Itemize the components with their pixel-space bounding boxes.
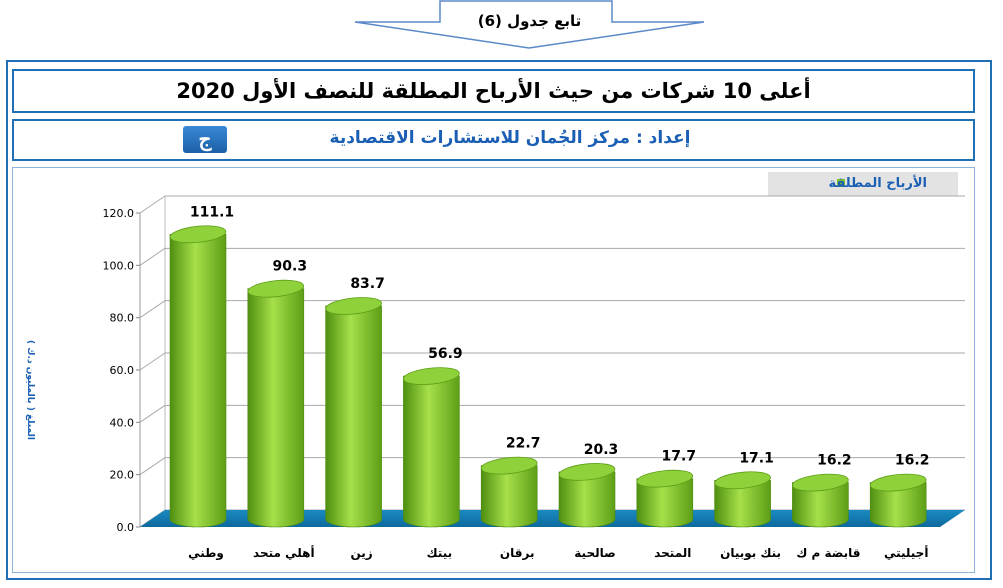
bar (247, 288, 305, 528)
bar-group (636, 469, 694, 528)
bar (714, 479, 771, 528)
data-label: 90.3 (273, 259, 308, 275)
data-label: 17.7 (662, 449, 697, 465)
legend (768, 172, 958, 196)
x-tick-label: بيتك (427, 546, 452, 560)
credit-text: إعداد : مركز الجُمان للاستشارات الاقتصاد… (329, 128, 691, 148)
bar (792, 482, 849, 528)
bar (403, 375, 460, 528)
bar-top (636, 469, 694, 488)
gridline-side (139, 352, 166, 371)
x-tick-label: قابضة م ك (796, 546, 860, 561)
data-label: 20.3 (584, 442, 619, 458)
data-label: 83.7 (350, 276, 385, 292)
continuation-label: تابع جدول (6) (477, 12, 582, 30)
legend-label: الأرباح المطلقة (828, 176, 927, 191)
bar (325, 305, 382, 528)
credit-box (12, 119, 975, 161)
x-tick-label: أجيليتي (884, 545, 929, 560)
y-tick-label: 60.0 (110, 364, 135, 377)
data-label: 22.7 (506, 436, 541, 452)
legend-swatch (837, 179, 845, 187)
data-label: 16.2 (895, 453, 930, 469)
logo-icon: ج (183, 126, 227, 153)
x-tick-label: برقان (500, 546, 535, 560)
x-tick-label: صالحية (574, 546, 615, 560)
x-tick-label: أهلي متحد (253, 545, 315, 560)
x-tick-label: المتحد (654, 546, 691, 560)
bar (169, 233, 227, 528)
bar-top (792, 473, 849, 492)
bar-top (247, 279, 305, 298)
bar (558, 471, 616, 528)
x-tick-label: وطني (188, 546, 224, 561)
gridline-side (139, 300, 166, 319)
continuation-arrow (354, 0, 705, 49)
x-tick-label: بنك بوبيان (720, 546, 781, 561)
y-tick-label: 20.0 (110, 469, 135, 482)
bar-group (169, 225, 227, 528)
y-tick-label: 0.0 (117, 521, 135, 534)
y-tick-label: 120.0 (103, 207, 135, 220)
bar (480, 465, 538, 528)
y-tick-label: 40.0 (110, 416, 135, 429)
y-tick-label: 80.0 (110, 312, 135, 325)
bar-top (403, 367, 460, 385)
y-tick-label: 100.0 (103, 259, 135, 272)
bar-group (869, 473, 927, 528)
data-label: 111.1 (190, 204, 234, 220)
bar-top (714, 471, 771, 490)
bar-group (558, 463, 616, 528)
gridline-side (139, 247, 166, 266)
data-label: 56.9 (428, 346, 463, 362)
gridline-side (139, 457, 166, 476)
data-label: 17.1 (739, 450, 774, 466)
bar-top (325, 297, 382, 315)
gridline-side (139, 195, 166, 214)
page-title: أعلى 10 شركات من حيث الأرباح المطلقة للن… (12, 69, 975, 113)
bar-top (558, 463, 616, 481)
bar-group (325, 297, 382, 528)
bar-group (714, 471, 771, 528)
bar-top (169, 225, 227, 244)
bar (869, 482, 927, 528)
bar-group (403, 367, 460, 528)
x-tick-label: زين (350, 546, 372, 560)
data-label: 16.2 (817, 453, 852, 469)
bar-top (869, 473, 927, 492)
gridline-side (139, 404, 166, 423)
bar-group (247, 279, 305, 528)
bar-top (480, 456, 538, 475)
bar-group (792, 473, 849, 528)
bar (636, 478, 694, 528)
bar-group (480, 456, 538, 528)
